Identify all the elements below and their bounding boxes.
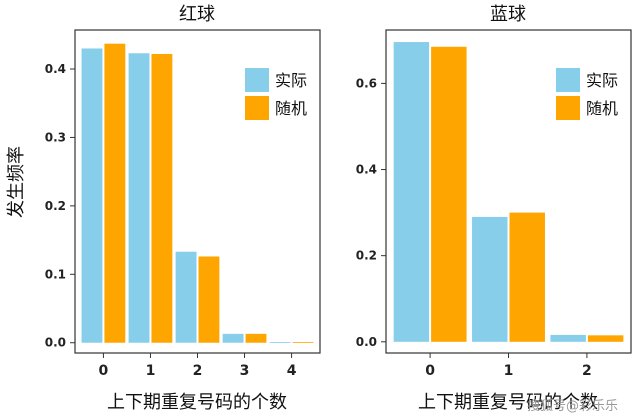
legend-swatch-actual	[556, 68, 580, 92]
x-tick-label: 2	[582, 363, 592, 379]
bar-random-1	[151, 53, 173, 343]
legend-label-random: 随机	[275, 99, 307, 118]
bar-actual-0	[393, 42, 430, 342]
panel-title-blue: 蓝球	[490, 4, 526, 25]
x-tick-label: 0	[425, 363, 435, 379]
legend-label-random: 随机	[586, 99, 618, 118]
bar-random-2	[587, 335, 624, 342]
bars-blue	[393, 42, 624, 342]
y-ticks-red: 0.0 0.1 0.2 0.3 0.4	[45, 62, 75, 350]
y-tick-label: 0.1	[45, 267, 66, 281]
y-tick-label: 0.0	[45, 336, 66, 350]
bar-actual-2	[550, 334, 586, 342]
bar-random-4	[292, 342, 314, 343]
watermark-text: 搜狐号@彩乐乐	[527, 399, 618, 414]
x-tick-label: 2	[193, 363, 203, 379]
bar-random-2	[198, 256, 220, 343]
y-tick-label: 0.3	[45, 130, 66, 144]
y-tick-label: 0.0	[356, 335, 377, 349]
legend-swatch-random	[556, 96, 580, 120]
x-axis-label-blue: 上下期重复号码的个数	[418, 392, 598, 413]
bar-random-1	[509, 212, 545, 342]
bars-red	[81, 43, 314, 343]
x-ticks-blue: 0 1 2	[425, 353, 592, 379]
bar-actual-2	[175, 251, 197, 343]
x-tick-label: 0	[99, 363, 109, 379]
x-tick-label: 1	[146, 363, 156, 379]
x-tick-label: 3	[240, 363, 250, 379]
bar-actual-1	[472, 216, 508, 342]
x-ticks-red: 0 1 2 3 4	[99, 353, 297, 379]
y-tick-label: 0.4	[356, 163, 377, 177]
bar-random-3	[245, 333, 267, 343]
bar-actual-4	[269, 342, 291, 343]
y-ticks-blue: 0.0 0.2 0.4 0.6	[356, 76, 386, 349]
panel-title-red: 红球	[179, 4, 215, 25]
y-tick-label: 0.2	[45, 199, 66, 213]
legend-swatch-actual	[245, 68, 269, 92]
bar-actual-3	[222, 333, 244, 343]
bar-random-0	[104, 43, 126, 343]
bar-actual-1	[128, 53, 150, 343]
legend-label-actual: 实际	[586, 71, 618, 90]
x-tick-label: 1	[504, 363, 514, 379]
y-axis-label: 发生频率	[6, 146, 27, 218]
legend-label-actual: 实际	[275, 71, 307, 90]
bar-actual-0	[81, 48, 103, 343]
x-tick-label: 4	[287, 363, 297, 379]
y-tick-label: 0.4	[45, 62, 66, 76]
y-tick-label: 0.6	[356, 76, 377, 90]
y-tick-label: 0.2	[356, 249, 377, 263]
x-axis-label-red: 上下期重复号码的个数	[107, 392, 287, 413]
bar-random-0	[431, 46, 467, 342]
legend-swatch-random	[245, 96, 269, 120]
